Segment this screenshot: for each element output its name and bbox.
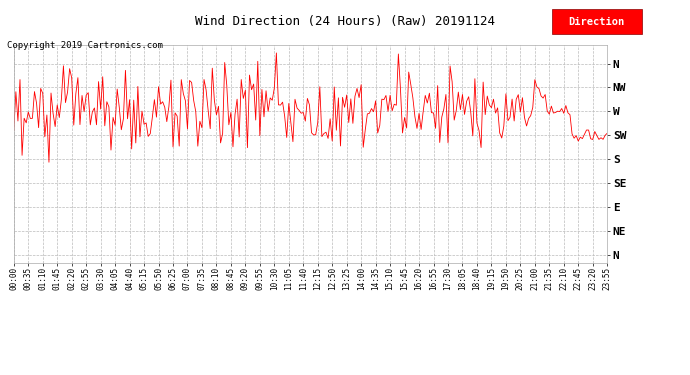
Text: Copyright 2019 Cartronics.com: Copyright 2019 Cartronics.com bbox=[7, 41, 163, 50]
Text: Wind Direction (24 Hours) (Raw) 20191124: Wind Direction (24 Hours) (Raw) 20191124 bbox=[195, 15, 495, 28]
Text: Direction: Direction bbox=[569, 16, 625, 27]
